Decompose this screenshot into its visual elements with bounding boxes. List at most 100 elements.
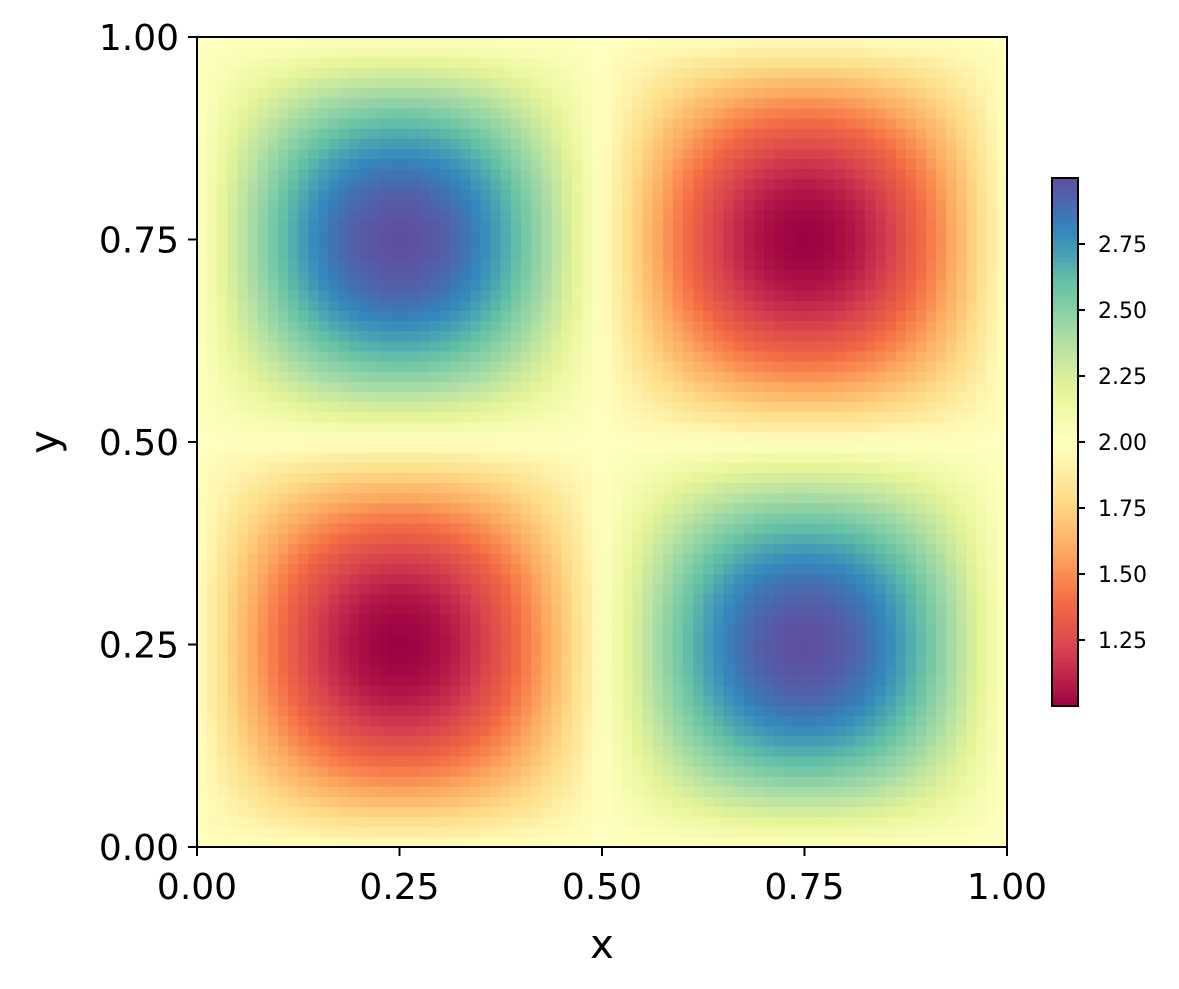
heatmap-cell <box>632 391 644 403</box>
heatmap-cell <box>369 269 380 281</box>
heatmap-cell <box>278 715 289 727</box>
heatmap-cell <box>561 664 573 676</box>
heatmap-cell <box>804 725 816 737</box>
heatmap-cell <box>713 786 725 797</box>
heatmap-cell <box>460 219 471 230</box>
heatmap-cell <box>359 533 370 544</box>
heatmap-cell <box>703 563 714 575</box>
heatmap-cell <box>875 482 887 494</box>
heatmap-cell <box>561 269 573 281</box>
heatmap-cell <box>379 411 390 423</box>
heatmap-cell <box>723 229 735 241</box>
heatmap-cell <box>551 361 563 372</box>
heatmap-cell <box>521 512 532 524</box>
heatmap-cell <box>602 715 613 727</box>
heatmap-cell <box>875 664 887 676</box>
heatmap-cell <box>926 290 937 301</box>
heatmap-cell <box>591 715 603 727</box>
heatmap-cell <box>237 472 249 484</box>
heatmap-cell <box>895 836 907 848</box>
heatmap-cell <box>237 796 249 808</box>
heatmap-cell <box>723 604 735 615</box>
heatmap-cell <box>551 755 563 767</box>
heatmap-cell <box>845 533 856 544</box>
heatmap-cell <box>257 269 269 281</box>
heatmap-cell <box>470 593 482 605</box>
heatmap-cell <box>227 786 239 797</box>
heatmap-cell <box>926 361 937 372</box>
heatmap-cell <box>227 320 239 332</box>
heatmap-cell <box>541 523 552 534</box>
heatmap-cell <box>348 624 360 635</box>
heatmap-cell <box>804 685 816 696</box>
heatmap-cell <box>794 624 806 635</box>
heatmap-cell <box>733 442 745 453</box>
heatmap-cell <box>308 624 320 635</box>
heatmap-cell <box>703 685 714 696</box>
heatmap-cell <box>834 725 846 737</box>
heatmap-cell <box>460 695 471 706</box>
heatmap-cell <box>713 674 725 686</box>
heatmap-cell <box>905 462 917 473</box>
heatmap-cell <box>976 290 988 301</box>
heatmap-cell <box>865 796 876 808</box>
heatmap-cell <box>976 786 988 797</box>
heatmap-cell <box>834 573 846 585</box>
heatmap-cell <box>500 654 512 666</box>
heatmap-cell <box>733 472 745 484</box>
heatmap-cell <box>308 330 320 342</box>
heatmap-cell <box>723 361 735 372</box>
heatmap-cell <box>652 776 664 787</box>
heatmap-cell <box>642 219 654 230</box>
heatmap-cell <box>278 482 289 494</box>
heatmap-cell <box>814 462 826 473</box>
heatmap-cell <box>824 340 836 352</box>
heatmap-cell <box>612 836 623 848</box>
heatmap-cell <box>622 381 633 392</box>
heatmap-cell <box>278 219 289 230</box>
heatmap-cell <box>278 280 289 291</box>
heatmap-cell <box>257 796 269 808</box>
heatmap-cell <box>237 452 249 463</box>
heatmap-cell <box>338 229 350 241</box>
heatmap-cell <box>247 502 259 514</box>
heatmap-cell <box>551 330 563 342</box>
heatmap-cell <box>217 472 228 484</box>
heatmap-cell <box>450 512 461 524</box>
heatmap-cell <box>419 249 431 261</box>
heatmap-cell <box>865 452 876 463</box>
heatmap-cell <box>723 806 735 818</box>
heatmap-cell <box>399 442 411 453</box>
heatmap-cell <box>905 391 917 403</box>
heatmap-cell <box>986 725 998 737</box>
heatmap-cell <box>490 391 502 403</box>
heatmap-cell <box>693 695 704 706</box>
heatmap-cell <box>288 624 299 635</box>
heatmap-cell <box>915 533 927 544</box>
heatmap-cell <box>652 674 664 686</box>
heatmap-cell <box>500 533 512 544</box>
heatmap-cell <box>429 604 441 615</box>
heatmap-cell <box>429 371 441 382</box>
heatmap-cell <box>500 310 512 322</box>
heatmap-cell <box>440 320 451 332</box>
heatmap-cell <box>703 816 714 828</box>
heatmap-cell <box>217 664 228 676</box>
heatmap-cell <box>672 644 684 656</box>
heatmap-cell <box>612 593 623 605</box>
heatmap-cell <box>642 593 654 605</box>
heatmap-cell <box>845 442 856 453</box>
heatmap-cell <box>197 644 208 656</box>
heatmap-cell <box>834 614 846 625</box>
heatmap-cell <box>622 715 633 727</box>
heatmap-cell <box>926 685 937 696</box>
heatmap-cell <box>996 431 1008 443</box>
heatmap-cell <box>369 330 380 342</box>
heatmap-cell <box>450 340 461 352</box>
heatmap-cell <box>389 755 401 767</box>
heatmap-cell <box>308 269 320 281</box>
heatmap-cell <box>490 776 502 787</box>
heatmap-cell <box>490 543 502 554</box>
heatmap-cell <box>733 381 745 392</box>
heatmap-cell <box>976 685 988 696</box>
